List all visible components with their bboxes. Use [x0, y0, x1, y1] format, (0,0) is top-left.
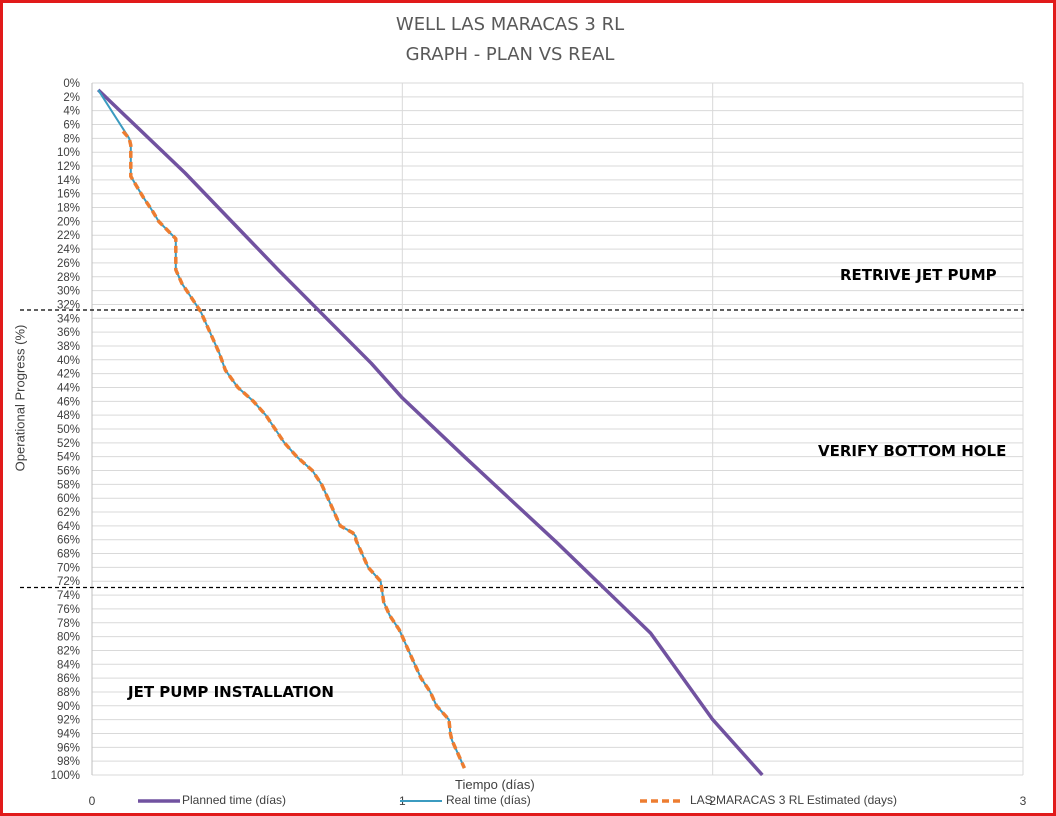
y-tick-label: 78% — [57, 618, 80, 630]
y-tick-label: 58% — [57, 479, 80, 491]
y-tick-label: 24% — [57, 244, 80, 256]
y-tick-label: 48% — [57, 410, 80, 422]
y-tick-label: 0% — [63, 78, 80, 90]
y-tick-label: 84% — [57, 659, 80, 671]
legend-swatch-estimated — [640, 799, 684, 803]
y-tick-label: 64% — [57, 521, 80, 533]
y-tick-label: 2% — [63, 92, 80, 104]
y-tick-label: 36% — [57, 327, 80, 339]
series-estimated-line — [121, 130, 466, 769]
y-tick-label: 80% — [57, 632, 80, 644]
legend-swatch-real — [400, 800, 442, 802]
y-tick-label: 86% — [57, 673, 80, 685]
y-tick-label: 14% — [57, 175, 80, 187]
y-tick-label: 100% — [51, 770, 80, 782]
x-axis-label: Tiempo (días) — [455, 777, 535, 792]
y-tick-label: 76% — [57, 604, 80, 616]
y-tick-label: 28% — [57, 272, 80, 284]
y-tick-label: 38% — [57, 341, 80, 353]
y-tick-label: 94% — [57, 728, 80, 740]
annotation-retrive-jet-pump: RETRIVE JET PUMP — [840, 266, 997, 284]
y-tick-label: 72% — [57, 576, 80, 588]
chart-title-line-2: GRAPH - PLAN VS REAL — [405, 44, 615, 65]
y-tick-label: 70% — [57, 562, 80, 574]
y-tick-label: 32% — [57, 299, 80, 311]
y-tick-label: 44% — [57, 382, 80, 394]
y-tick-label: 50% — [57, 424, 80, 436]
y-tick-label: 60% — [57, 493, 80, 505]
y-tick-label: 4% — [63, 106, 80, 118]
y-tick-label: 62% — [57, 507, 80, 519]
x-tick-label: 3 — [1020, 794, 1027, 808]
y-tick-label: 92% — [57, 715, 80, 727]
y-tick-label: 98% — [57, 756, 80, 768]
chart-title-line-1: WELL LAS MARACAS 3 RL — [395, 14, 625, 35]
series-planned-line — [96, 88, 764, 777]
y-tick-label: 46% — [57, 396, 80, 408]
y-tick-label: 52% — [57, 438, 80, 450]
y-tick-label: 74% — [57, 590, 80, 602]
chart-legend: Planned time (días) Real time (días) LAS… — [0, 790, 1056, 812]
y-tick-label: 18% — [57, 203, 80, 215]
y-tick-label: 26% — [57, 258, 80, 270]
x-tick-label: 2 — [709, 794, 716, 808]
y-tick-label: 66% — [57, 535, 80, 547]
y-tick-label: 82% — [57, 645, 80, 657]
y-tick-label: 30% — [57, 286, 80, 298]
y-tick-label: 42% — [57, 369, 80, 381]
y-tick-label: 96% — [57, 742, 80, 754]
y-axis-label: Operational Progress (%) — [12, 324, 28, 472]
y-tick-label: 68% — [57, 549, 80, 561]
y-tick-label: 8% — [63, 133, 80, 145]
y-tick-label: 20% — [57, 216, 80, 228]
y-tick-label: 34% — [57, 313, 80, 325]
y-tick-label: 16% — [57, 189, 80, 201]
y-tick-label: 88% — [57, 687, 80, 699]
annotation-verify-bottom-hole: VERIFY BOTTOM HOLE — [818, 442, 1007, 460]
y-tick-label: 40% — [57, 355, 80, 367]
legend-label-planned: Planned time (días) — [182, 793, 287, 807]
annotation-jet-pump-installation: JET PUMP INSTALLATION — [128, 683, 334, 701]
y-tick-label: 22% — [57, 230, 80, 242]
y-tick-label: 90% — [57, 701, 80, 713]
legend-label-estimated: LAS MARACAS 3 RL Estimated (days) — [690, 793, 897, 807]
y-tick-label: 6% — [63, 120, 80, 132]
y-tick-label: 54% — [57, 452, 80, 464]
y-tick-label: 56% — [57, 466, 80, 478]
legend-swatch-planned — [138, 799, 180, 803]
legend-label-real: Real time (días) — [446, 793, 531, 807]
y-tick-label: 10% — [57, 147, 80, 159]
x-tick-label: 0 — [89, 794, 96, 808]
y-tick-label: 12% — [57, 161, 80, 173]
